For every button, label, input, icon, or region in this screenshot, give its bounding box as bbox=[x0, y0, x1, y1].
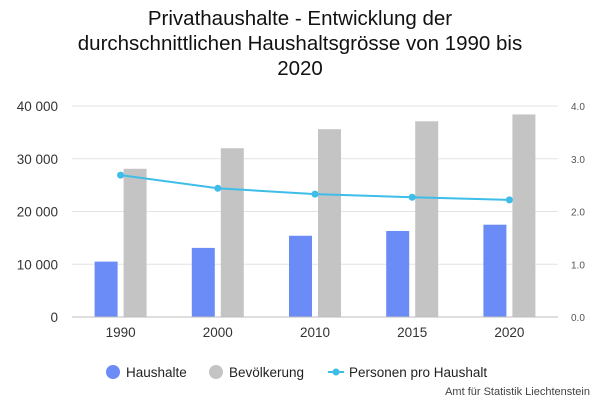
chart-title-line-2: durchschnittlichen Haushaltsgrösse von 1… bbox=[77, 32, 523, 55]
legend-marker-dot bbox=[332, 368, 340, 376]
bar-haushalte bbox=[191, 247, 215, 317]
y-right-tick-label: 2.0 bbox=[571, 208, 585, 219]
bar-haushalte bbox=[289, 235, 312, 317]
line-point bbox=[505, 196, 513, 204]
line-series bbox=[117, 171, 513, 204]
line-point bbox=[311, 190, 319, 198]
legend-label: Bevölkerung bbox=[229, 365, 304, 380]
legend-label: Haushalte bbox=[126, 365, 187, 380]
chart-title-line-3: 2020 bbox=[277, 57, 323, 80]
legend-marker bbox=[209, 365, 223, 379]
x-tick-label: 1990 bbox=[106, 325, 136, 340]
x-tick-label: 2000 bbox=[203, 325, 233, 340]
line-point bbox=[408, 193, 416, 201]
y-left-tick-label: 10 000 bbox=[17, 257, 58, 272]
bar-haushalte bbox=[94, 261, 118, 317]
bar-haushalte bbox=[386, 231, 410, 317]
x-tick-label: 2010 bbox=[300, 325, 330, 340]
bar-bev-lkerung bbox=[318, 129, 341, 317]
line-point bbox=[117, 171, 125, 179]
y-left-tick-label: 30 000 bbox=[17, 152, 58, 167]
legend-marker bbox=[106, 365, 120, 379]
y-left-tick-label: 0 bbox=[50, 310, 58, 325]
legend: Haushalte Bevölkerung Personen pro Haushal… bbox=[106, 365, 487, 380]
source-label: Amt für Statistik Liechtenstein bbox=[445, 386, 590, 398]
x-tick-label: 2015 bbox=[397, 325, 427, 340]
y-right-tick-label: 1.0 bbox=[571, 260, 585, 271]
y-right-tick-label: 4.0 bbox=[571, 102, 585, 113]
y-right-tick-label: 3.0 bbox=[571, 155, 585, 166]
bars bbox=[94, 114, 536, 317]
bar-bev-lkerung bbox=[123, 168, 147, 317]
chart-title-line-1: Privathaushalte - Entwicklung der bbox=[147, 7, 453, 30]
legend-label: Personen pro Haushalt bbox=[349, 365, 487, 380]
chart-title: Privathaushalte - Entwicklung der durchs… bbox=[0, 6, 600, 81]
bar-bev-lkerung bbox=[415, 121, 439, 317]
grid-lines bbox=[72, 105, 558, 265]
axes: 0 0.0 10 000 1.0 20 000 2.0 30 000 3.0 40 000 4.0… bbox=[17, 99, 586, 340]
line-point bbox=[214, 184, 222, 192]
bar-haushalte bbox=[483, 224, 507, 317]
bar-bev-lkerung bbox=[220, 148, 244, 317]
y-right-tick-label: 0.0 bbox=[571, 313, 585, 324]
x-tick-label: 2020 bbox=[494, 325, 524, 340]
y-left-tick-label: 40 000 bbox=[17, 99, 58, 114]
y-left-tick-label: 20 000 bbox=[17, 205, 58, 220]
bar-bev-lkerung bbox=[512, 114, 536, 317]
